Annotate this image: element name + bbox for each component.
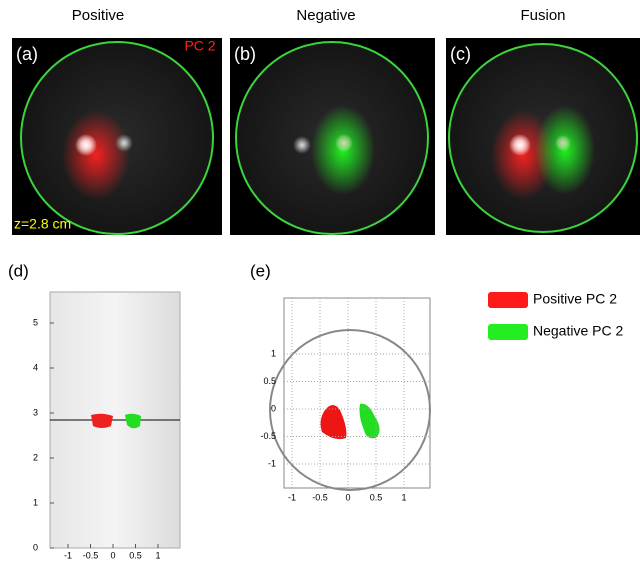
- plot-e: [269, 297, 431, 491]
- y-tick-label: 0: [33, 542, 38, 552]
- y-tick-label: 3: [33, 407, 38, 417]
- plot-label: (d): [8, 261, 29, 280]
- panel-title: Negative: [296, 7, 355, 24]
- x-tick-label: -0.5: [312, 492, 328, 502]
- y-tick-label: 2: [33, 452, 38, 462]
- panel-a: [12, 38, 222, 235]
- x-tick-label: 0.5: [370, 492, 383, 502]
- x-tick-label: 0: [110, 550, 115, 560]
- legend-swatch: [488, 292, 528, 308]
- y-tick-label: 0: [271, 403, 276, 413]
- panel-c: [446, 38, 640, 235]
- panel-annotation: PC 2: [184, 38, 215, 54]
- legend-swatch: [488, 324, 528, 340]
- x-tick-label: 1: [155, 550, 160, 560]
- legend-label: Positive PC 2: [533, 291, 617, 307]
- plot-d: [49, 291, 181, 549]
- y-tick-label: 0.5: [263, 376, 276, 386]
- x-tick-label: 0: [345, 492, 350, 502]
- x-tick-label: 1: [401, 492, 406, 502]
- image-panels: [12, 38, 640, 235]
- panel-label: (c): [450, 44, 471, 64]
- panel-b: [230, 38, 435, 235]
- y-tick-label: 1: [33, 497, 38, 507]
- y-tick-label: 5: [33, 317, 38, 327]
- x-tick-label: 0.5: [129, 550, 142, 560]
- y-tick-label: 4: [33, 362, 38, 372]
- y-tick-label: 1: [271, 348, 276, 358]
- panel-label: (b): [234, 44, 256, 64]
- x-tick-label: -1: [288, 492, 296, 502]
- legend-label: Negative PC 2: [533, 323, 623, 339]
- x-tick-label: -1: [64, 550, 72, 560]
- plot-label: (e): [250, 261, 271, 280]
- y-tick-label: -0.5: [260, 431, 276, 441]
- y-tick-label: -1: [268, 458, 276, 468]
- depth-label: z=2.8 cm: [14, 216, 71, 232]
- x-tick-label: -0.5: [83, 550, 99, 560]
- panel-label: (a): [16, 44, 38, 64]
- panel-title: Fusion: [520, 7, 565, 24]
- panel-title: Positive: [72, 7, 125, 24]
